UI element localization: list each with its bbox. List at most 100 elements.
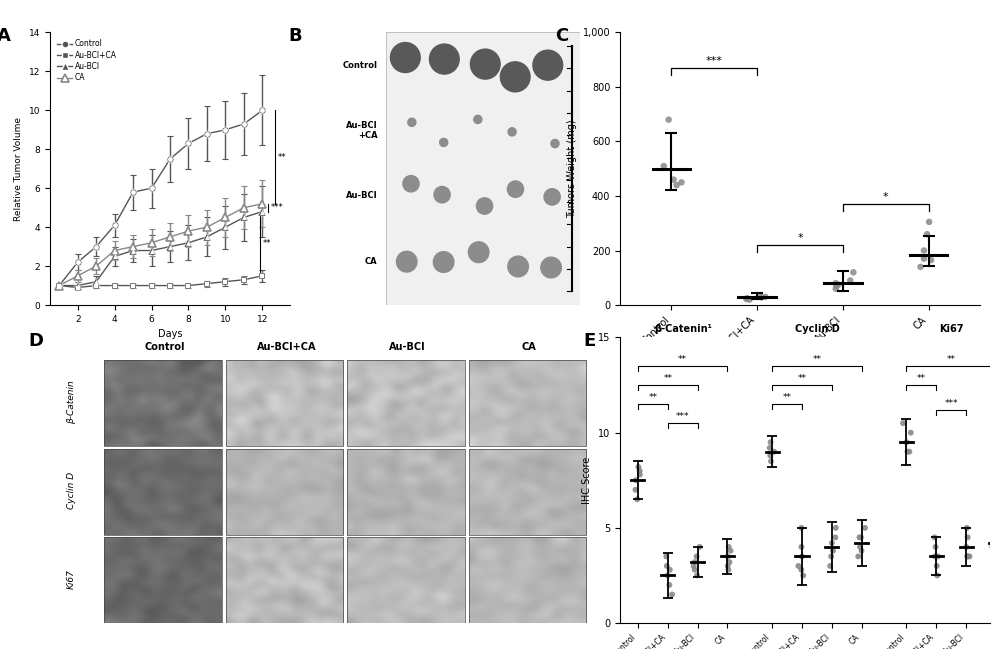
Point xyxy=(754,292,770,302)
Circle shape xyxy=(408,118,416,127)
Text: β-Catenin: β-Catenin xyxy=(67,380,76,424)
Point xyxy=(793,522,809,533)
Point xyxy=(923,255,939,265)
Point xyxy=(960,551,976,561)
Point xyxy=(899,447,915,457)
Text: Ki67: Ki67 xyxy=(939,324,963,334)
Point xyxy=(827,532,843,543)
Text: Au-BCI: Au-BCI xyxy=(346,191,378,201)
Circle shape xyxy=(541,257,561,278)
Point xyxy=(830,279,846,289)
Point xyxy=(689,570,705,581)
Text: β-Catenin¹: β-Catenin¹ xyxy=(654,324,712,334)
Point xyxy=(658,551,674,561)
Text: B: B xyxy=(288,27,302,45)
Circle shape xyxy=(508,128,516,136)
Text: **: ** xyxy=(812,355,821,363)
Point xyxy=(991,551,1000,561)
Text: **: ** xyxy=(663,374,672,383)
Point xyxy=(901,447,917,457)
Point xyxy=(984,542,1000,552)
Point xyxy=(660,570,676,581)
Bar xyxy=(347,448,465,535)
Bar xyxy=(226,448,343,535)
Point xyxy=(822,561,838,571)
Point xyxy=(851,532,867,543)
Legend: Control, Au-BCI+CA, Au-BCI, CA: Control, Au-BCI+CA, Au-BCI, CA xyxy=(54,36,120,85)
Point xyxy=(930,551,946,561)
Circle shape xyxy=(476,198,493,214)
Point xyxy=(666,175,682,185)
Point xyxy=(853,532,869,543)
Point xyxy=(627,485,643,495)
Point xyxy=(766,447,782,457)
Text: Ki67: Ki67 xyxy=(67,569,76,589)
X-axis label: Days: Days xyxy=(158,329,182,339)
Text: **: ** xyxy=(798,374,807,383)
Point xyxy=(825,546,841,556)
Text: **: ** xyxy=(678,355,687,363)
Point xyxy=(659,561,675,571)
Point xyxy=(828,281,844,291)
Point xyxy=(739,293,755,303)
Point xyxy=(794,551,810,561)
Point xyxy=(985,538,1000,548)
Point xyxy=(824,538,840,548)
Bar xyxy=(104,360,222,446)
Text: **: ** xyxy=(783,393,792,402)
Point xyxy=(757,291,773,302)
Bar xyxy=(104,537,222,623)
Point xyxy=(790,561,806,571)
Point xyxy=(928,542,944,552)
Text: **: ** xyxy=(278,153,287,162)
Point xyxy=(656,161,672,171)
Bar xyxy=(226,360,343,446)
Point xyxy=(986,532,1000,543)
Circle shape xyxy=(533,50,563,80)
Text: E: E xyxy=(583,332,595,350)
Point xyxy=(916,254,932,264)
Text: Cyclin D: Cyclin D xyxy=(67,472,76,509)
Text: *: * xyxy=(797,233,803,243)
Point xyxy=(913,262,929,272)
Circle shape xyxy=(508,256,528,277)
Point xyxy=(793,565,809,575)
Point xyxy=(673,177,689,188)
Y-axis label: Relative Tumor Volume: Relative Tumor Volume xyxy=(14,117,23,221)
Text: A: A xyxy=(0,27,11,45)
Point xyxy=(687,565,703,575)
Text: **: ** xyxy=(947,355,956,363)
Point xyxy=(763,437,779,447)
Circle shape xyxy=(403,175,419,192)
Point xyxy=(916,245,932,256)
Point xyxy=(763,456,779,467)
Point xyxy=(689,551,705,561)
Point xyxy=(720,565,736,575)
Point xyxy=(989,542,1000,552)
Point xyxy=(903,428,919,438)
Circle shape xyxy=(470,49,500,79)
Text: D: D xyxy=(28,332,43,350)
Circle shape xyxy=(544,189,560,205)
Point xyxy=(828,284,844,294)
Bar xyxy=(226,537,343,623)
Circle shape xyxy=(396,251,417,272)
Point xyxy=(823,551,839,561)
Text: **: ** xyxy=(263,239,272,248)
Point xyxy=(795,570,811,581)
Circle shape xyxy=(440,138,448,147)
Point xyxy=(899,437,915,447)
Point xyxy=(959,551,975,561)
Point xyxy=(632,465,648,476)
Point xyxy=(661,114,677,125)
Point xyxy=(692,542,708,552)
Text: ***: *** xyxy=(706,56,723,66)
Point xyxy=(664,589,680,600)
Text: CA: CA xyxy=(522,343,537,352)
Bar xyxy=(104,448,222,535)
Point xyxy=(686,561,702,571)
Text: Control: Control xyxy=(145,343,185,352)
Text: Control: Control xyxy=(342,60,378,69)
Point xyxy=(958,542,974,552)
Point xyxy=(738,294,754,304)
